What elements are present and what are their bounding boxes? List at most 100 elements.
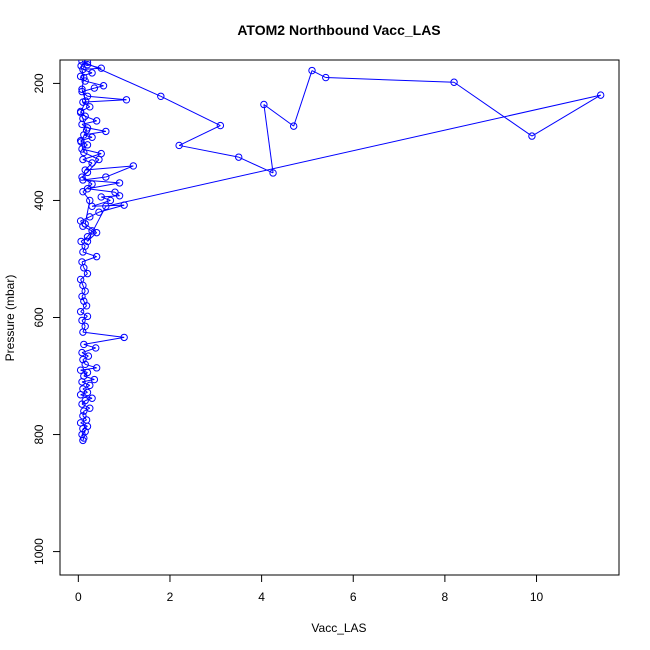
data-point xyxy=(157,92,165,100)
data-point xyxy=(92,344,100,352)
data-point xyxy=(78,292,86,301)
data-point xyxy=(120,333,128,342)
data-point xyxy=(99,82,108,90)
data-point xyxy=(95,155,103,164)
data-point xyxy=(102,173,110,181)
data-point xyxy=(76,72,85,81)
series-segment xyxy=(82,331,125,338)
data-point xyxy=(81,242,89,250)
data-point xyxy=(106,196,115,205)
y-tick-label: 400 xyxy=(32,190,46,210)
data-point xyxy=(80,148,88,157)
data-point xyxy=(269,169,277,177)
data-point xyxy=(82,416,91,424)
x-tick-label: 2 xyxy=(167,590,174,604)
series-segment xyxy=(81,381,90,386)
y-tick-label: 600 xyxy=(32,307,46,327)
data-point xyxy=(78,85,86,93)
data-point xyxy=(528,132,536,140)
data-point xyxy=(102,202,110,211)
data-point xyxy=(79,65,87,74)
data-point xyxy=(76,307,85,316)
series-segment xyxy=(325,77,455,83)
series-segment xyxy=(80,273,88,280)
data-point xyxy=(77,62,85,70)
data-point xyxy=(129,162,138,170)
series-segment xyxy=(89,211,100,218)
series-segment xyxy=(80,72,93,77)
data-point xyxy=(289,122,298,130)
series-segment xyxy=(83,372,88,377)
series-segment xyxy=(453,81,533,137)
data-point xyxy=(81,166,89,174)
data-point xyxy=(102,127,110,136)
x-tick-label: 0 xyxy=(75,590,82,604)
data-point xyxy=(260,100,268,109)
data-point xyxy=(81,360,89,369)
data-point xyxy=(81,77,89,85)
series-segment xyxy=(80,236,88,242)
series-segment xyxy=(80,100,87,113)
data-point xyxy=(78,60,86,65)
series-segment xyxy=(80,305,87,313)
y-axis-label: Pressure (mbar) xyxy=(3,275,17,362)
series-segment xyxy=(85,165,134,171)
data-point xyxy=(92,117,101,125)
series-segment xyxy=(81,60,162,97)
data-point xyxy=(86,103,94,111)
series-segment xyxy=(82,99,127,103)
data-point xyxy=(78,316,86,325)
series-segment xyxy=(82,176,106,181)
data-point xyxy=(92,228,101,237)
series-segment xyxy=(85,363,97,369)
series-segment xyxy=(83,336,125,345)
data-point xyxy=(79,385,87,393)
series-segment xyxy=(83,134,93,138)
series-segment xyxy=(179,144,239,158)
data-point xyxy=(83,233,92,241)
series-segment xyxy=(81,403,91,409)
data-point xyxy=(76,108,85,117)
data-point xyxy=(81,97,90,105)
data-point xyxy=(322,73,330,82)
data-point xyxy=(216,121,225,130)
x-axis-label: Vacc_LAS xyxy=(311,621,366,635)
series-segment xyxy=(82,179,120,184)
series-segment xyxy=(81,400,86,405)
data-point xyxy=(111,188,119,196)
series-segment xyxy=(80,394,93,399)
data-point xyxy=(88,180,96,188)
series-segment xyxy=(82,251,97,258)
series-segment xyxy=(87,182,120,190)
data-point xyxy=(596,91,605,99)
series-segment xyxy=(80,136,93,142)
data-point xyxy=(95,208,103,216)
x-tick-label: 4 xyxy=(258,590,265,604)
y-tick-label: 200 xyxy=(32,73,46,93)
data-point xyxy=(82,126,91,134)
series-segment xyxy=(83,130,106,136)
data-point xyxy=(83,388,92,397)
data-point xyxy=(78,258,86,266)
series-segment xyxy=(178,125,221,146)
x-tick-label: 10 xyxy=(530,590,544,604)
series-segment xyxy=(87,230,93,238)
series-segment xyxy=(105,165,134,178)
data-point xyxy=(81,112,89,120)
series-segment xyxy=(101,196,111,201)
data-point xyxy=(97,193,105,201)
series-segment xyxy=(81,347,96,354)
series-segment xyxy=(160,95,221,126)
data-point xyxy=(81,322,89,330)
data-point xyxy=(308,66,316,75)
series-segment xyxy=(238,156,274,174)
data-point xyxy=(86,196,94,205)
series-segment xyxy=(80,216,90,222)
series-segment xyxy=(85,115,97,122)
series-segment xyxy=(83,375,95,381)
series-segment xyxy=(263,104,274,174)
data-point xyxy=(83,168,92,177)
data-point xyxy=(77,138,85,146)
data-point xyxy=(120,201,128,209)
data-point xyxy=(86,381,94,390)
